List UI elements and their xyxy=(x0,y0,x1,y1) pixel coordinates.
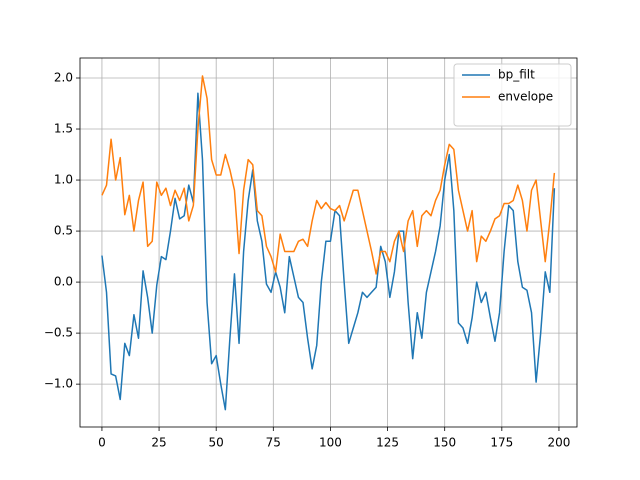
y-tick-label: 2.0 xyxy=(54,71,73,85)
legend: bp_filt envelope xyxy=(453,63,572,127)
x-tick-label: 50 xyxy=(209,436,224,450)
x-tick-label: 75 xyxy=(266,436,281,450)
y-tick-label: 0.0 xyxy=(54,275,73,289)
x-tick-label: 200 xyxy=(547,436,570,450)
legend-label: bp_filt xyxy=(498,68,535,82)
x-tick-label: 175 xyxy=(490,436,513,450)
y-tick-label: −0.5 xyxy=(44,326,73,340)
x-tick-label: 0 xyxy=(98,436,106,450)
y-tick-label: 1.5 xyxy=(54,122,73,136)
y-tick-label: −1.0 xyxy=(44,377,73,391)
legend-box xyxy=(453,63,572,127)
plot-frame xyxy=(79,57,578,428)
y-tick-label: 1.0 xyxy=(54,173,73,187)
y-tick-label: 0.5 xyxy=(54,224,73,238)
x-tick-label: 100 xyxy=(319,436,342,450)
x-tick-label: 125 xyxy=(376,436,399,450)
legend-label: envelope xyxy=(498,90,553,104)
line-series xyxy=(101,92,556,411)
x-tick-label: 150 xyxy=(433,436,456,450)
line-series xyxy=(101,75,556,275)
x-tick-label: 25 xyxy=(151,436,166,450)
